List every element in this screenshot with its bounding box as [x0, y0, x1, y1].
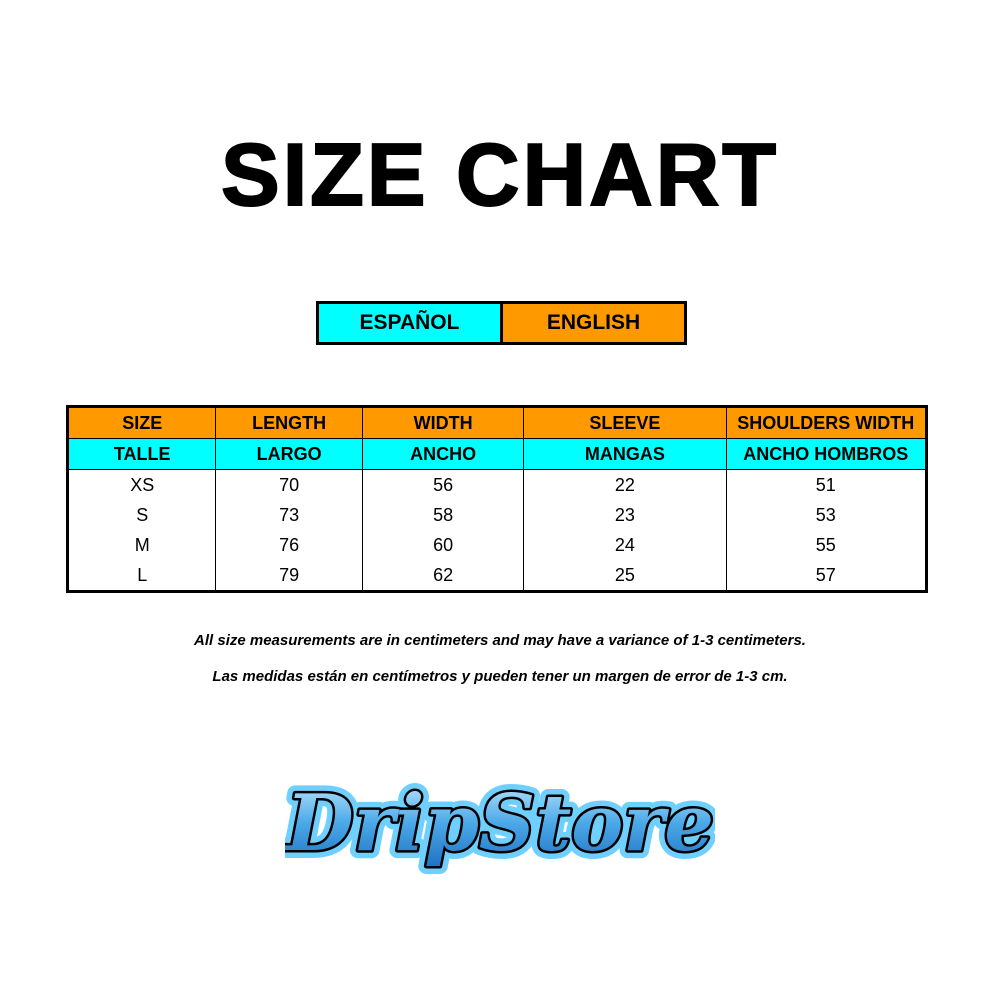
table-cell: 70	[215, 469, 363, 500]
size-table: SIZE LENGTH WIDTH SLEEVE SHOULDERS WIDTH TALL…	[66, 405, 928, 593]
table-cell: 73	[215, 500, 363, 530]
table-cell: LENGTH	[215, 406, 363, 439]
table-cell: WIDTH	[361, 406, 525, 439]
table-cell: 51	[725, 469, 928, 500]
table-row: L 79 62 25 57	[66, 560, 928, 592]
table-row: XS 70 56 22 51	[66, 469, 928, 500]
svg-text:DripStore: DripStore	[285, 778, 714, 869]
header-row-spanish: TALLE LARGO ANCHO MANGAS ANCHO HOMBROS	[66, 438, 928, 470]
table-cell: LARGO	[215, 438, 363, 470]
table-row: S 73 58 23 53	[66, 500, 928, 530]
header-row-english: SIZE LENGTH WIDTH SLEEVE SHOULDERS WIDTH	[66, 406, 928, 439]
table-cell: 23	[523, 500, 727, 530]
table-cell: 25	[523, 560, 727, 592]
table-cell: ANCHO HOMBROS	[725, 438, 928, 470]
table-cell: 58	[361, 500, 525, 530]
table-cell: 79	[215, 560, 363, 592]
page-title: SIZE CHART	[220, 124, 779, 225]
table-row: M 76 60 24 55	[66, 530, 928, 560]
table-cell: 60	[361, 530, 525, 560]
legend-spanish: ESPAÑOL	[319, 304, 503, 342]
table-cell: 53	[725, 500, 928, 530]
table-cell: SIZE	[66, 406, 217, 439]
table-cell: 62	[361, 560, 525, 592]
table-cell: 22	[523, 469, 727, 500]
table-cell: SLEEVE	[523, 406, 727, 439]
note-english: All size measurements are in centimeters…	[194, 632, 806, 649]
table-cell: ANCHO	[361, 438, 525, 470]
table-cell: 57	[725, 560, 928, 592]
table-cell: 24	[523, 530, 727, 560]
table-cell: MANGAS	[523, 438, 727, 470]
legend-english: ENGLISH	[503, 304, 684, 342]
table-cell: 76	[215, 530, 363, 560]
svg-text:DripStore: DripStore	[285, 778, 714, 869]
table-cell: S	[66, 500, 217, 530]
dripstore-logo: DripStore DripStore	[285, 770, 715, 877]
table-cell: L	[66, 560, 217, 592]
table-cell: XS	[66, 469, 217, 500]
note-spanish: Las medidas están en centímetros y puede…	[212, 668, 788, 685]
language-legend: ESPAÑOL ENGLISH	[316, 301, 687, 345]
table-cell: M	[66, 530, 217, 560]
table-cell: TALLE	[66, 438, 217, 470]
table-cell: 56	[361, 469, 525, 500]
table-cell: 55	[725, 530, 928, 560]
table-cell: SHOULDERS WIDTH	[725, 406, 928, 439]
